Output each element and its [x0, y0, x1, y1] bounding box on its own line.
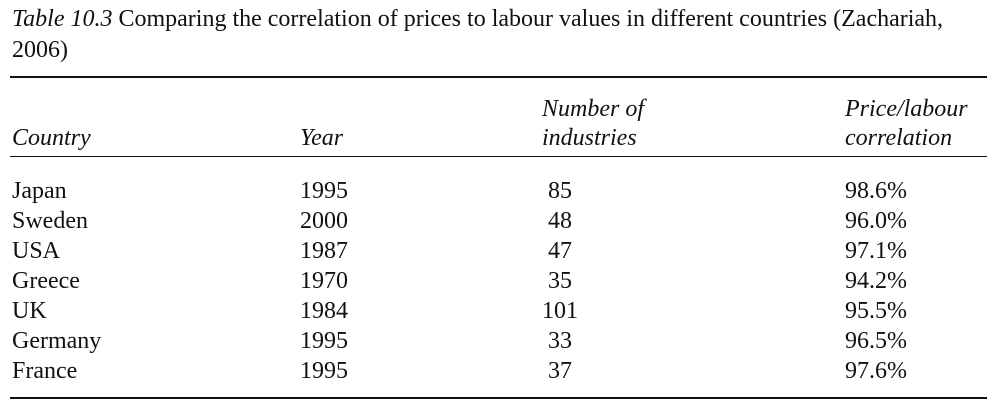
column-header-industries: Number of industries	[542, 95, 644, 153]
cell-year: 1984	[300, 298, 348, 324]
cell-country: Sweden	[12, 208, 88, 234]
column-header-industries-line1: Number of	[542, 96, 644, 122]
column-header-year: Year	[300, 125, 344, 151]
table-caption-label: Table 10.3	[12, 6, 113, 32]
table-row: USA 1987 47 97.1%	[0, 236, 1000, 266]
cell-industries: 48	[548, 208, 572, 234]
table-caption-text: Comparing the correlation of prices to l…	[12, 6, 944, 63]
cell-correlation: 94.2%	[845, 268, 907, 294]
cell-year: 1995	[300, 328, 348, 354]
cell-year: 1970	[300, 268, 348, 294]
table-row: UK 1984 101 95.5%	[0, 296, 1000, 326]
cell-country: Japan	[12, 178, 67, 204]
column-header-correlation-line2: correlation	[845, 125, 953, 151]
table-row: Japan 1995 85 98.6%	[0, 176, 1000, 206]
column-header-correlation-line1: Price/labour	[845, 96, 968, 122]
cell-correlation: 97.6%	[845, 358, 907, 384]
cell-country: USA	[12, 238, 61, 264]
table-bottom-rule	[10, 397, 987, 399]
cell-industries: 85	[548, 178, 572, 204]
cell-year: 1995	[300, 358, 348, 384]
column-header-country: Country	[12, 125, 91, 151]
cell-industries: 35	[548, 268, 572, 294]
table-header-rule	[10, 156, 987, 157]
cell-correlation: 96.5%	[845, 328, 907, 354]
cell-industries: 47	[548, 238, 572, 264]
column-header-industries-line2: industries	[542, 125, 637, 151]
cell-country: Greece	[12, 268, 80, 294]
cell-country: UK	[12, 298, 47, 324]
table-row: France 1995 37 97.6%	[0, 356, 1000, 386]
cell-year: 2000	[300, 208, 348, 234]
cell-industries: 37	[548, 358, 572, 384]
cell-industries: 101	[542, 298, 578, 324]
cell-correlation: 97.1%	[845, 238, 907, 264]
cell-correlation: 96.0%	[845, 208, 907, 234]
table-caption: Table 10.3 Comparing the correlation of …	[12, 4, 992, 66]
cell-year: 1995	[300, 178, 348, 204]
cell-industries: 33	[548, 328, 572, 354]
column-header-correlation: Price/labour correlation	[845, 95, 968, 153]
cell-year: 1987	[300, 238, 348, 264]
table-body: Japan 1995 85 98.6% Sweden 2000 48 96.0%…	[0, 176, 1000, 386]
table-row: Germany 1995 33 96.5%	[0, 326, 1000, 356]
cell-country: France	[12, 358, 78, 384]
table-row: Sweden 2000 48 96.0%	[0, 206, 1000, 236]
table-top-rule	[10, 76, 987, 78]
cell-correlation: 95.5%	[845, 298, 907, 324]
cell-country: Germany	[12, 328, 102, 354]
table-row: Greece 1970 35 94.2%	[0, 266, 1000, 296]
cell-correlation: 98.6%	[845, 178, 907, 204]
